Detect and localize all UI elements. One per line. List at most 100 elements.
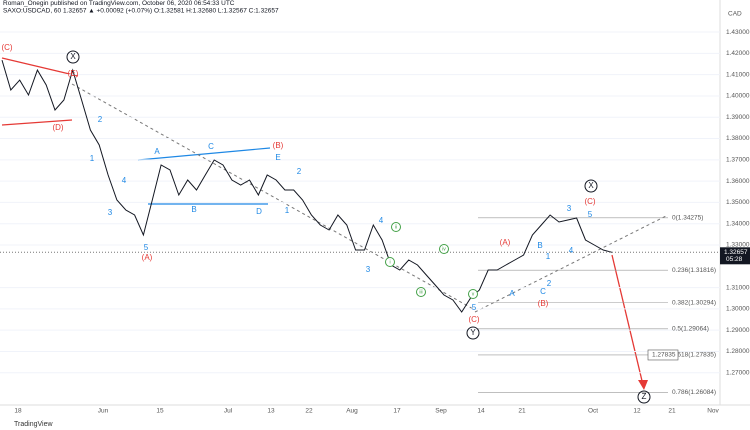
wave-label: (C) (468, 315, 479, 324)
x-tick-label: Jul (224, 408, 233, 415)
wave-label: (B) (538, 299, 549, 308)
wave-label: 3 (108, 208, 113, 217)
x-tick-label: 17 (393, 408, 401, 415)
footer: TradingView (14, 421, 53, 428)
price-line (1, 59, 613, 313)
y-tick-label: 1.38000 (726, 135, 750, 142)
fib-label: 0.618(1.27835) (672, 352, 716, 359)
wave-circle (439, 244, 449, 254)
wave-circle (385, 257, 395, 267)
wave-label: Y (470, 328, 476, 337)
wave-label: D (256, 207, 262, 216)
y-tick-label: 1.30000 (726, 306, 750, 313)
x-tick-label: 22 (305, 408, 313, 415)
wave-label: 5 (144, 243, 149, 252)
wave-label: 4 (122, 176, 127, 185)
target-box (647, 349, 679, 361)
wave-label: A (509, 289, 515, 298)
wave-label: 5 (472, 303, 477, 312)
wave-label: B (191, 205, 196, 214)
wave-label: 2 (547, 279, 552, 288)
x-tick-label: Sep (435, 408, 447, 415)
axis-unit: CAD (728, 11, 742, 18)
wave-circle (66, 50, 80, 64)
target-label: 1.27835 (652, 352, 676, 359)
y-tick-label: 1.42000 (726, 50, 750, 57)
wave-label: ii (395, 224, 397, 230)
wave-label: 1 (285, 206, 290, 215)
wave-label: 4 (379, 216, 384, 225)
y-tick-label: 1.40000 (726, 93, 750, 100)
wave-label: i (389, 259, 390, 265)
fib-label: 0.236(1.31816) (672, 267, 716, 274)
y-tick-label: 1.28000 (726, 348, 750, 355)
wave-label: 1 (90, 154, 95, 163)
wave-label: 2 (297, 167, 302, 176)
fib-label: 0.786(1.26084) (672, 389, 716, 396)
x-tick-label: 21 (668, 408, 676, 415)
x-tick-label: 18 (14, 408, 22, 415)
wave-label: (C) (584, 197, 595, 206)
x-tick-label: Aug (346, 408, 358, 415)
y-tick-label: 1.27000 (726, 369, 750, 376)
arrow-head (638, 380, 648, 390)
wave-label: 5 (588, 210, 593, 219)
wave-label: X (588, 181, 594, 190)
wave-label: C (540, 287, 546, 296)
wave-label: iv (442, 246, 446, 252)
wave-label: (B) (273, 141, 284, 150)
last-price-box (720, 247, 750, 265)
x-tick-label: 15 (156, 408, 164, 415)
x-tick-label: Oct (588, 408, 598, 415)
y-tick-label: 1.41000 (726, 71, 750, 78)
y-tick-label: 1.37000 (726, 157, 750, 164)
wave-circle (584, 179, 598, 193)
wave-label: Z (642, 392, 647, 401)
wave-label: B (537, 241, 542, 250)
x-tick-label: 14 (477, 408, 485, 415)
wave-label: C (208, 142, 214, 151)
trend-line (137, 147, 271, 161)
wave-label: A (154, 147, 160, 156)
fib-label: 0.382(1.30294) (672, 299, 716, 306)
dashed-line (71, 83, 476, 311)
wave-label: (D) (52, 123, 63, 132)
wave-label: 2 (98, 115, 103, 124)
wave-label: 3 (366, 265, 371, 274)
x-tick-label: 21 (518, 408, 526, 415)
wave-circle (391, 222, 401, 232)
x-tick-label: 12 (633, 408, 641, 415)
projection-arrow (611, 254, 644, 386)
wave-label: (C) (1, 43, 12, 52)
wave-circle (637, 390, 651, 404)
wave-label: 1 (546, 252, 551, 261)
wave-circle (468, 289, 478, 299)
trend-line (1, 119, 73, 126)
y-tick-label: 1.35000 (726, 199, 750, 206)
wave-label: 4 (569, 246, 574, 255)
dashed-line (474, 214, 669, 313)
x-tick-label: 13 (267, 408, 275, 415)
wave-label: X (70, 52, 76, 61)
wave-label: (A) (142, 253, 153, 262)
fib-label: 0.5(1.29064) (672, 326, 709, 333)
y-tick-label: 1.34000 (726, 220, 750, 227)
y-tick-label: 1.39000 (726, 114, 750, 121)
y-tick-label: 1.43000 (726, 29, 750, 36)
wave-label: E (275, 153, 280, 162)
wave-label: (E) (68, 69, 79, 78)
y-tick-label: 1.36000 (726, 178, 750, 185)
header: Roman_Onegin published on TradingView.co… (3, 0, 235, 7)
countdown: 05:28 (726, 256, 743, 263)
symbol-info: SAXO:USDCAD, 60 1.32657 ▲ +0.00092 (+0.0… (3, 8, 279, 15)
wave-circle (466, 326, 480, 340)
x-tick-label: Jun (98, 408, 109, 415)
wave-label: 3 (567, 204, 572, 213)
y-tick-label: 1.29000 (726, 327, 750, 334)
y-tick-label: 1.33000 (726, 242, 750, 249)
wave-circle (416, 287, 426, 297)
y-tick-label: 1.31000 (726, 284, 750, 291)
trend-line (1, 57, 79, 77)
x-tick-label: Nov (707, 408, 719, 415)
